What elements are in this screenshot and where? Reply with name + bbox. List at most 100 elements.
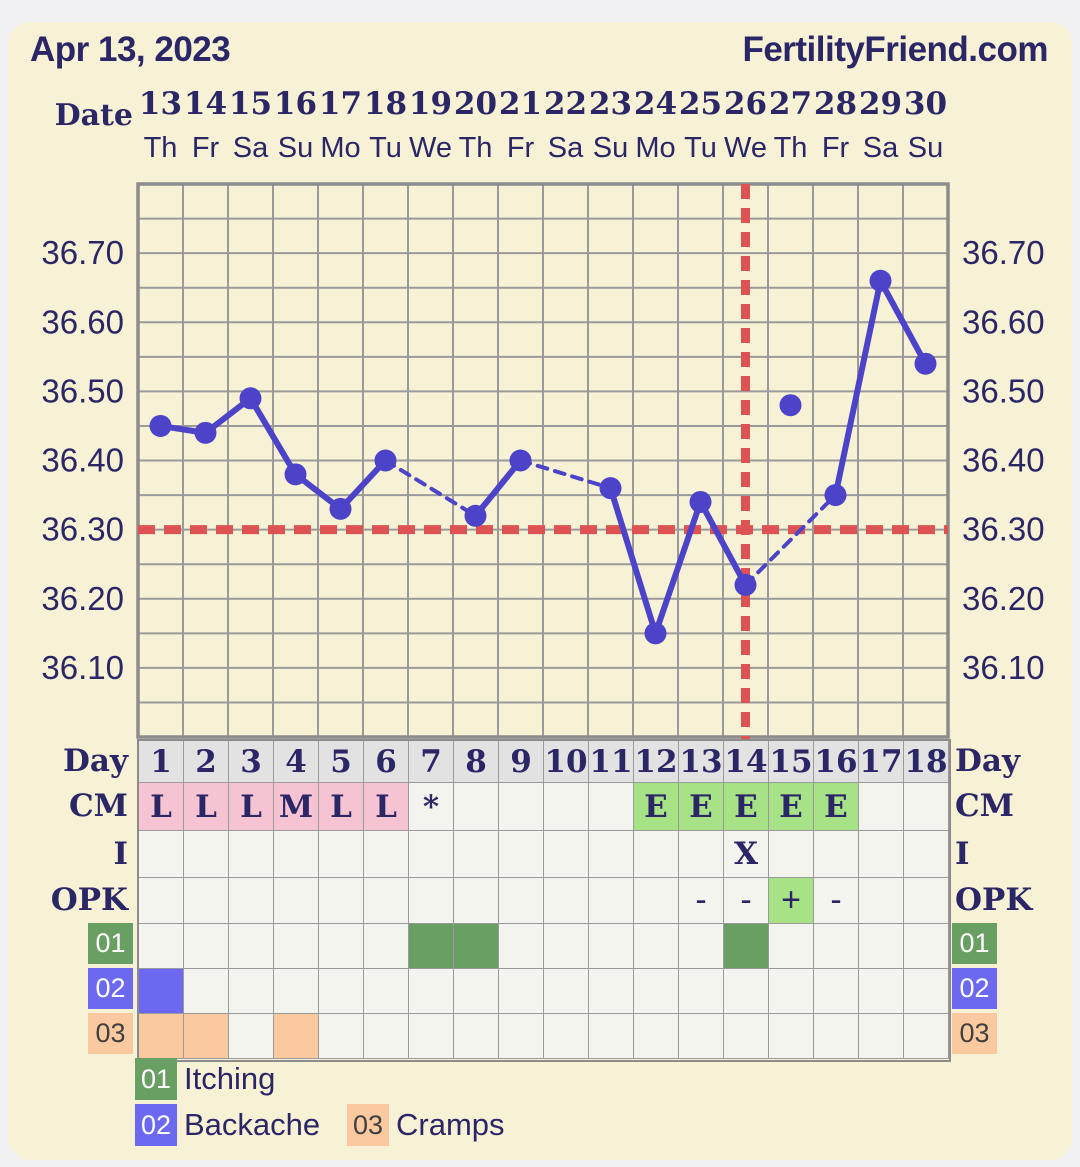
weekday-2: Fr [191,132,220,164]
date-number-17: 17 [318,86,363,122]
opk-cell-day-10 [543,877,589,924]
date-number-24: 24 [633,86,678,122]
symptom-02-cell-day-11 [588,968,634,1014]
day-cell-day-8[interactable]: 8 [453,740,499,783]
weekday-4: Su [277,132,314,164]
opk-cell-day-1 [138,877,184,924]
opk-cell-day-14: - [723,877,769,924]
cm-cell-day-2: L [183,782,229,831]
symptom-02-cell-day-17 [858,968,904,1014]
date-number-16: 16 [273,86,318,122]
date-number-19: 19 [408,86,453,122]
day-cell-day-11[interactable]: 11 [588,740,634,783]
symptom-03-cell-day-12 [633,1013,679,1059]
weekday-1: Th [143,132,178,164]
date-number-14: 14 [183,86,228,122]
i-cell-day-11 [588,830,634,878]
day-cell-day-14[interactable]: 14 [723,740,769,783]
symptom-01-chip-right: 01 [952,923,997,964]
date-number-28: 28 [813,86,858,122]
cm-cell-day-13: E [678,782,724,831]
i-cell-day-10 [543,830,589,878]
i-cell-day-3 [228,830,274,878]
cm-cell-day-14: E [723,782,769,831]
day-cell-day-6[interactable]: 6 [363,740,409,783]
day-cell-day-4[interactable]: 4 [273,740,319,783]
date-number-21: 21 [498,86,543,122]
opk-cell-day-3 [228,877,274,924]
i-cell-day-9 [498,830,544,878]
symptom-02-cell-day-7 [408,968,454,1014]
symptom-01-cell-day-15 [768,923,814,969]
opk-cell-day-15: + [768,877,814,924]
symptom-02-cell-day-2 [183,968,229,1014]
day-cell-day-12[interactable]: 12 [633,740,679,783]
opk-cell-day-9 [498,877,544,924]
opk-cell-day-13: - [678,877,724,924]
cm-cell-day-16: E [813,782,859,831]
symptom-03-chip-left: 03 [88,1013,133,1054]
weekday-3: Sa [232,132,269,164]
i-cell-day-6 [363,830,409,878]
cm-cell-day-18 [903,782,949,831]
day-cell-day-3[interactable]: 3 [228,740,274,783]
day-cell-day-2[interactable]: 2 [183,740,229,783]
day-cell-day-1[interactable]: 1 [138,740,184,783]
symptom-03-chip-right: 03 [952,1013,997,1054]
day-cell-day-13[interactable]: 13 [678,740,724,783]
symptom-03-cell-day-17 [858,1013,904,1059]
symptom-03-cell-day-14 [723,1013,769,1059]
date-number-20: 20 [453,86,498,122]
cm-cell-day-10 [543,782,589,831]
symptom-02-cell-day-16 [813,968,859,1014]
symptom-01-cell-day-14 [723,923,769,969]
symptom-01-cell-day-11 [588,923,634,969]
weekday-12: Mo [635,132,676,164]
legend-label-03: Cramps [396,1107,505,1142]
brand-link[interactable]: FertilityFriend.com [742,30,1048,69]
symptom-03-cell-day-18 [903,1013,949,1059]
day-cell-day-16[interactable]: 16 [813,740,859,783]
symptom-02-cell-day-5 [318,968,364,1014]
i-cell-day-4 [273,830,319,878]
date-number-13: 13 [138,86,183,122]
day-cell-day-17[interactable]: 17 [858,740,904,783]
day-label-right: Day [955,743,1020,779]
date-number-30: 30 [903,86,948,122]
symptom-03-cell-day-4 [273,1013,319,1059]
i-cell-day-16 [813,830,859,878]
symptom-01-cell-day-13 [678,923,724,969]
date-number-22: 22 [543,86,588,122]
legend-label-01: Itching [184,1061,276,1096]
date-number-15: 15 [228,86,273,122]
i-cell-day-14: X [723,830,769,878]
date-row-label: Date [54,98,133,133]
opk-cell-day-2 [183,877,229,924]
symptom-03-cell-day-6 [363,1013,409,1059]
date-number-23: 23 [588,86,633,122]
opk-cell-day-11 [588,877,634,924]
symptom-03-cell-day-2 [183,1013,229,1059]
cm-cell-day-9 [498,782,544,831]
weekday-14: We [724,132,767,164]
symptom-01-cell-day-1 [138,923,184,969]
symptom-02-cell-day-18 [903,968,949,1014]
day-cell-day-7[interactable]: 7 [408,740,454,783]
date-number-27: 27 [768,86,813,122]
symptom-02-cell-day-4 [273,968,319,1014]
day-cell-day-15[interactable]: 15 [768,740,814,783]
symptom-01-cell-day-17 [858,923,904,969]
date-number-18: 18 [363,86,408,122]
day-cell-day-10[interactable]: 10 [543,740,589,783]
i-label-right: I [955,835,970,872]
opk-cell-day-5 [318,877,364,924]
opk-cell-day-8 [453,877,499,924]
day-cell-day-18[interactable]: 18 [903,740,949,783]
day-cell-day-5[interactable]: 5 [318,740,364,783]
day-cell-day-9[interactable]: 9 [498,740,544,783]
symptom-02-chip-left: 02 [88,968,133,1009]
symptom-03-cell-day-9 [498,1013,544,1059]
cm-cell-day-17 [858,782,904,831]
cm-cell-day-7: * [408,782,454,831]
symptom-01-chip-left: 01 [88,923,133,964]
